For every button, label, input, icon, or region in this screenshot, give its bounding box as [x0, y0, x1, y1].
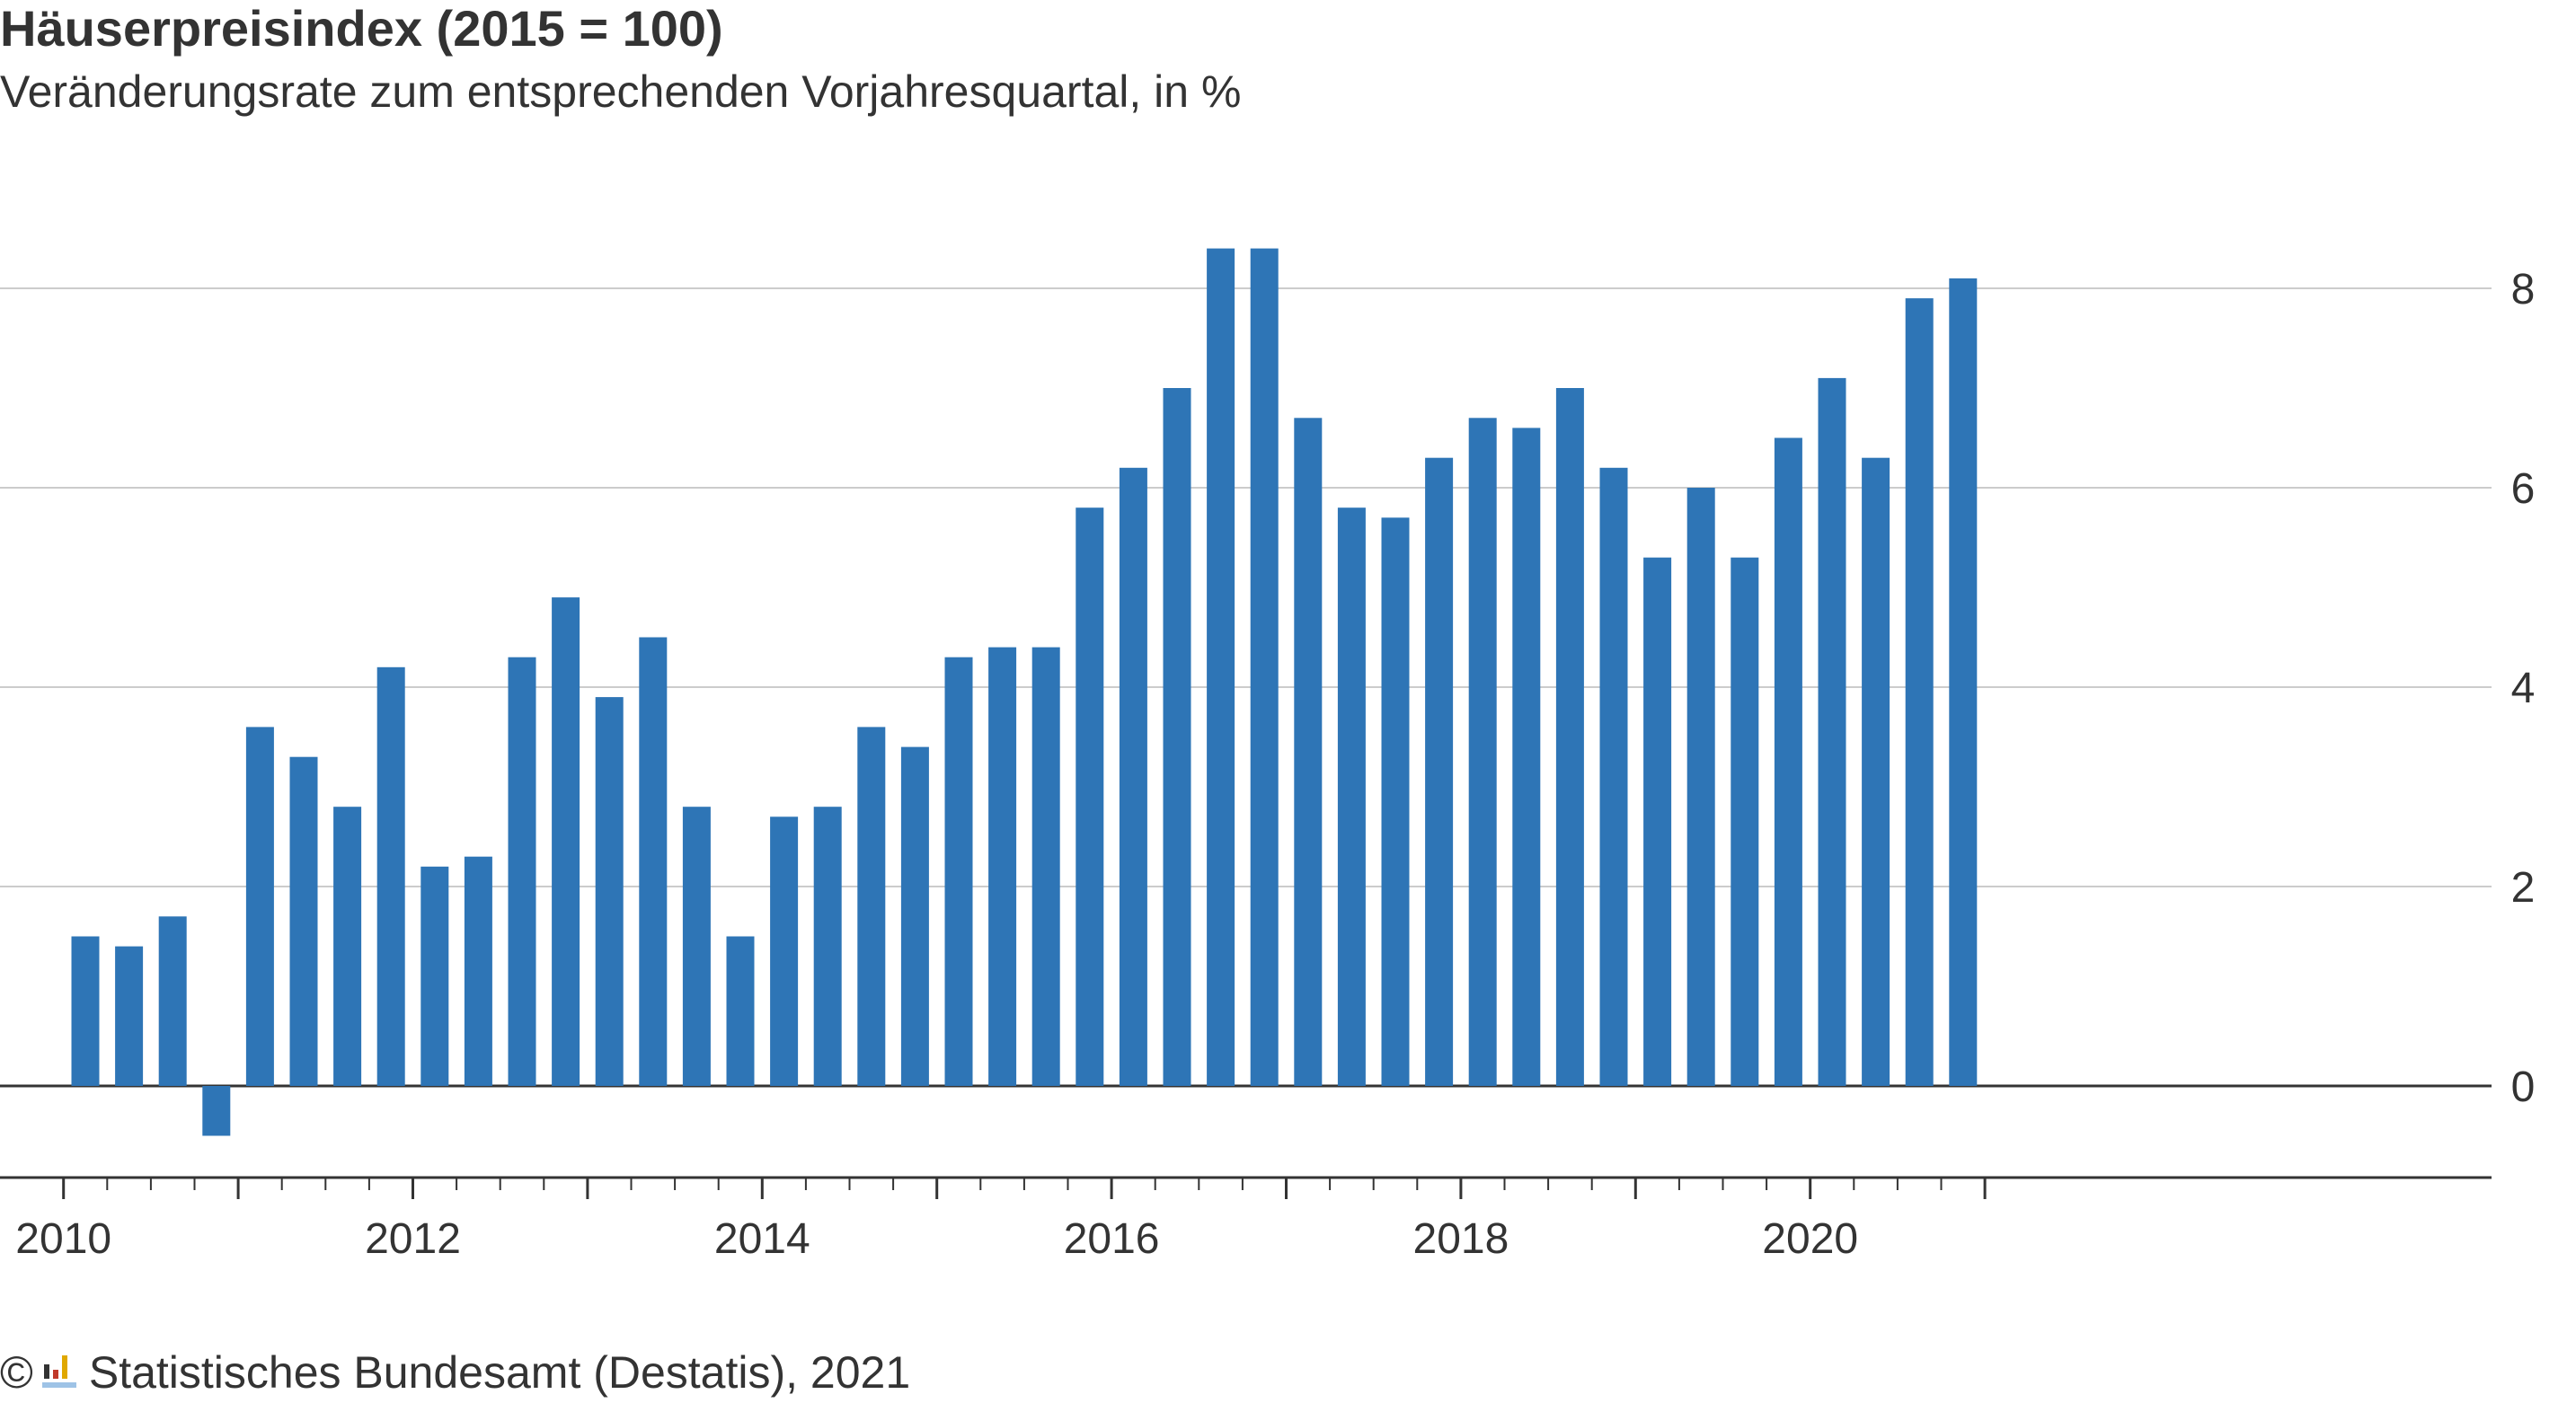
bar: 2016 Q1: 6.2 [1119, 467, 1147, 1086]
bar: 2012 Q1: 2.2 [420, 866, 449, 1086]
bar: 2013 Q2: 4.5 [639, 637, 668, 1086]
bar: 2018 Q3: 7 [1555, 388, 1584, 1086]
bar: 2012 Q4: 4.9 [552, 597, 580, 1086]
x-tick-label: 2012 [365, 1215, 461, 1263]
bar: 2017 Q1: 6.7 [1294, 418, 1323, 1086]
y-tick-label: 2 [2511, 864, 2536, 912]
bar: 2015 Q4: 5.8 [1076, 507, 1104, 1086]
bar: 2011 Q1: 3.6 [245, 727, 274, 1086]
x-tick-label: 2016 [1064, 1215, 1160, 1263]
bar: 2020 Q1: 7.1 [1818, 377, 1846, 1086]
x-axis-labels: 2010 2012 2014 2016 2018 2020 [15, 1215, 1858, 1263]
chart-title: Häuserpreisindex (2015 = 100) [0, 0, 723, 57]
bar: 2015 Q2: 4.4 [988, 647, 1017, 1086]
x-tick-label: 2020 [1762, 1215, 1858, 1263]
bar: 2013 Q3: 2.8 [682, 807, 711, 1086]
bar: 2012 Q2: 2.3 [464, 856, 492, 1086]
bar: 2016 Q4: 8.4 [1250, 248, 1279, 1087]
bar: 2015 Q1: 4.3 [944, 657, 973, 1086]
bar: 2017 Q4: 6.3 [1425, 457, 1454, 1086]
gridlines [0, 287, 2492, 1088]
bar: 2011 Q2: 3.3 [289, 756, 318, 1086]
y-tick-label: 6 [2511, 465, 2536, 513]
source-line: © Statistisches Bundesamt (Destatis), 20… [0, 1344, 910, 1401]
y-tick-label: 4 [2511, 665, 2536, 712]
bar: 2012 Q3: 4.3 [508, 657, 536, 1086]
bar: 2020 Q2: 6.3 [1862, 457, 1890, 1086]
bar: 2020 Q3: 7.9 [1905, 298, 1934, 1087]
source-text: Statistisches Bundesamt (Destatis), 2021 [88, 1347, 911, 1398]
bar: 2010 Q4: -0.5 [202, 1086, 231, 1136]
bar-series: 2010 Q1: 1.5 2010 Q2: 1.4 2010 Q3: 1.7 2010… [71, 248, 1978, 1136]
bar: 2014 Q3: 3.6 [857, 727, 886, 1086]
copyright-symbol: © [0, 1347, 33, 1398]
x-axis [0, 1176, 2492, 1199]
x-tick-label: 2018 [1413, 1215, 1509, 1263]
bar: 2016 Q2: 7 [1163, 388, 1191, 1086]
bar: 2015 Q3: 4.4 [1031, 647, 1060, 1086]
bar: 2018 Q2: 6.6 [1512, 428, 1541, 1086]
bar: 2013 Q4: 1.5 [726, 936, 755, 1086]
bar: 2011 Q3: 2.8 [333, 807, 362, 1086]
bar: 2013 Q1: 3.9 [595, 697, 624, 1086]
bar: 2010 Q3: 1.7 [158, 916, 187, 1086]
bar: 2011 Q4: 4.2 [376, 666, 405, 1086]
bar: 2019 Q2: 6 [1686, 488, 1715, 1086]
bar: 2016 Q3: 8.4 [1207, 248, 1235, 1087]
chart-subtitle: Veränderungsrate zum entsprechenden Vorj… [0, 66, 1242, 117]
bar: 2018 Q4: 6.2 [1599, 467, 1628, 1086]
x-tick-label: 2014 [714, 1215, 810, 1263]
bar: 2017 Q2: 5.8 [1337, 507, 1366, 1086]
y-tick-label: 0 [2511, 1063, 2536, 1111]
bar: 2019 Q3: 5.3 [1731, 557, 1759, 1086]
x-tick-label: 2010 [15, 1215, 111, 1263]
bar: 2017 Q3: 5.7 [1381, 517, 1410, 1086]
bar: 2014 Q2: 2.8 [813, 807, 842, 1086]
bar: 2018 Q1: 6.7 [1468, 418, 1497, 1086]
bar: 2020 Q4: 8.1 [1949, 278, 1978, 1086]
bar: 2019 Q1: 5.3 [1643, 557, 1672, 1086]
destatis-logo-icon [41, 1352, 78, 1394]
bar: 2010 Q2: 1.4 [115, 946, 144, 1086]
bar: 2014 Q1: 2.7 [770, 816, 799, 1086]
y-tick-label: 8 [2511, 266, 2536, 313]
y-axis-labels: 0 2 4 6 8 [2511, 266, 2536, 1111]
bar: 2014 Q4: 3.4 [900, 746, 929, 1086]
bar-chart: 2010 Q1: 1.5 2010 Q2: 1.4 2010 Q3: 1.7 2010… [0, 248, 2536, 1263]
bar: 2019 Q4: 6.5 [1774, 437, 1802, 1086]
bar: 2010 Q1: 1.5 [71, 936, 100, 1086]
